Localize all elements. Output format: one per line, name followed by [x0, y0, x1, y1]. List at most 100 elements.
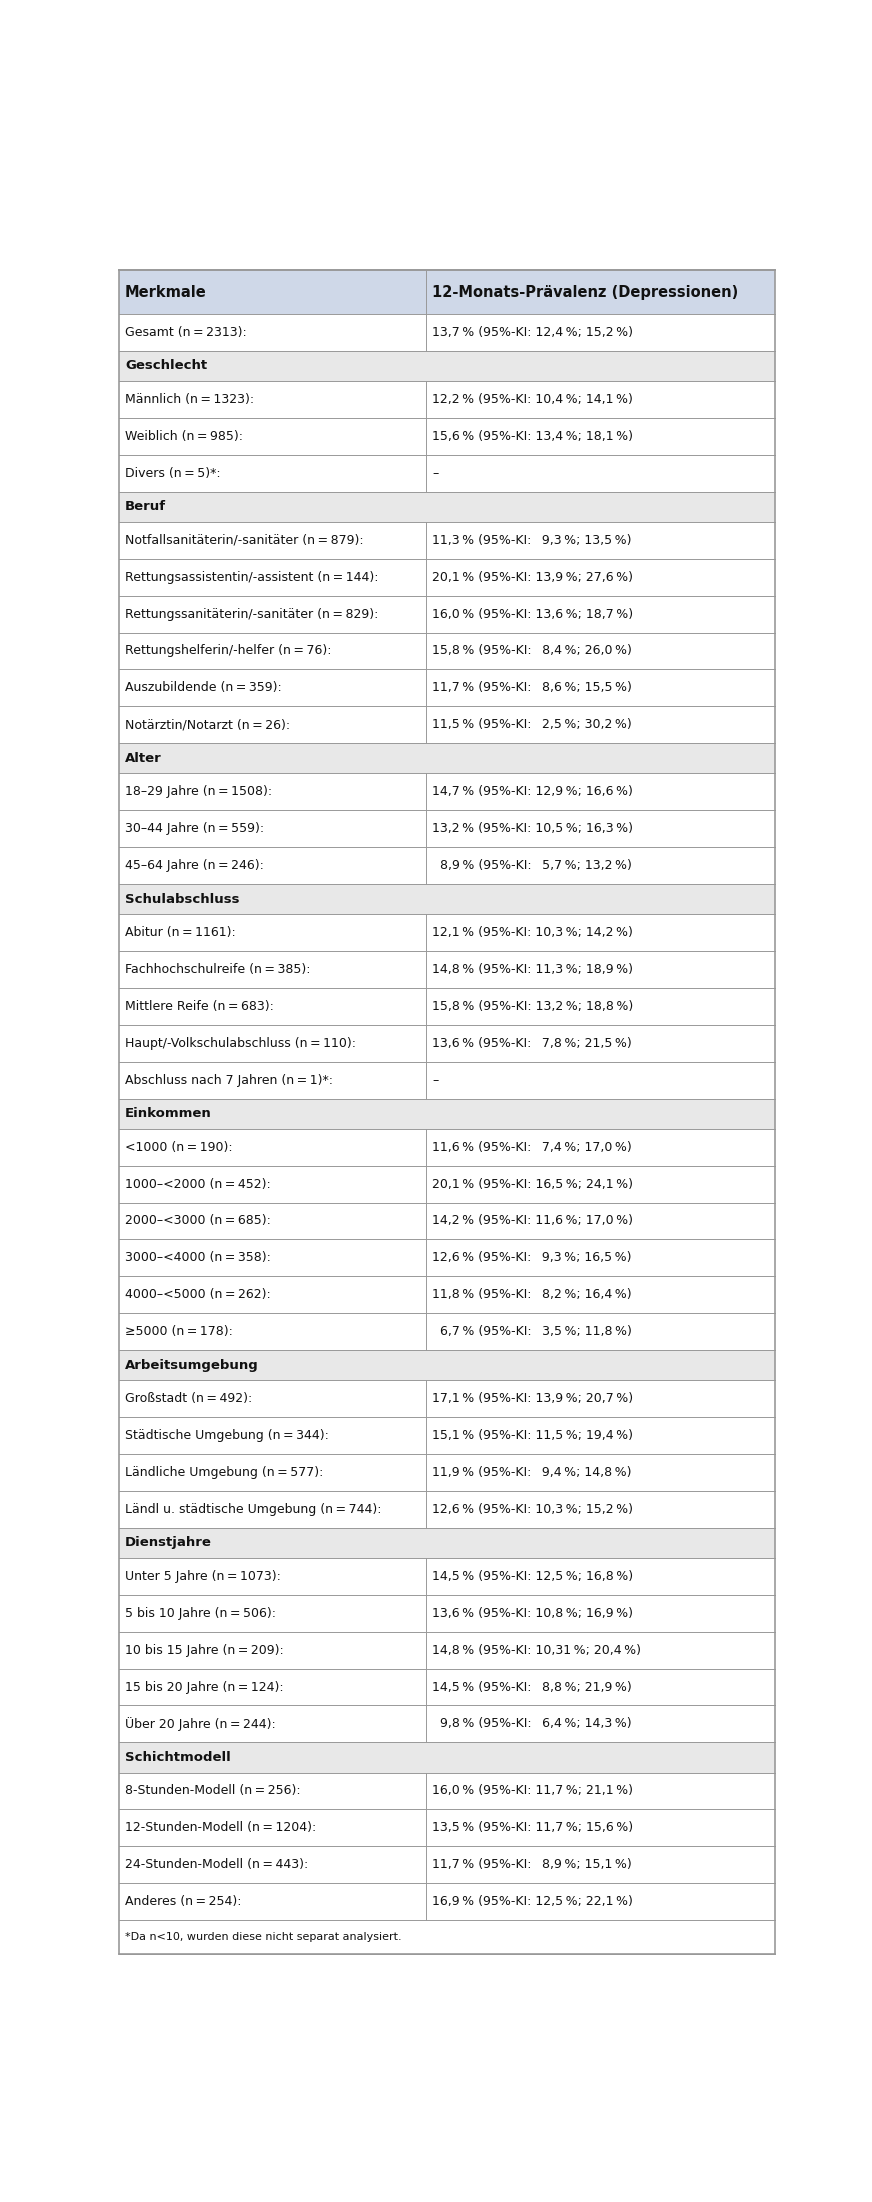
Bar — [119, 1418, 426, 1453]
Bar — [119, 597, 426, 632]
Bar — [426, 669, 775, 707]
Text: –: – — [432, 467, 439, 480]
Text: 15,8 % (95%-KI:   8,4 %; 26,0 %): 15,8 % (95%-KI: 8,4 %; 26,0 %) — [432, 645, 632, 658]
Text: 5 bis 10 Jahre (n = 506):: 5 bis 10 Jahre (n = 506): — [125, 1607, 276, 1621]
Bar — [426, 522, 775, 559]
Bar — [119, 1632, 426, 1669]
Bar — [426, 1061, 775, 1099]
Bar — [426, 1883, 775, 1920]
Text: Schichtmodell: Schichtmodell — [125, 1751, 231, 1764]
Text: 3000–<4000 (n = 358):: 3000–<4000 (n = 358): — [125, 1251, 271, 1264]
Bar — [119, 744, 426, 773]
Text: 45–64 Jahre (n = 246):: 45–64 Jahre (n = 246): — [125, 859, 264, 872]
Bar — [426, 773, 775, 810]
Bar — [426, 1418, 775, 1453]
Text: Rettungsassistentin/-assistent (n = 144):: Rettungsassistentin/-assistent (n = 144)… — [125, 570, 378, 584]
Text: Beruf: Beruf — [125, 500, 167, 513]
Bar — [119, 1277, 426, 1312]
Bar — [426, 1632, 775, 1669]
Bar — [426, 989, 775, 1024]
Text: 14,7 % (95%-KI: 12,9 %; 16,6 %): 14,7 % (95%-KI: 12,9 %; 16,6 %) — [432, 786, 633, 799]
Text: 18–29 Jahre (n = 1508):: 18–29 Jahre (n = 1508): — [125, 786, 272, 799]
Bar — [119, 1061, 426, 1099]
Bar — [426, 1528, 775, 1559]
Text: 12,6 % (95%-KI: 10,3 %; 15,2 %): 12,6 % (95%-KI: 10,3 %; 15,2 %) — [432, 1502, 633, 1515]
Text: 8,9 % (95%-KI:   5,7 %; 13,2 %): 8,9 % (95%-KI: 5,7 %; 13,2 %) — [432, 859, 632, 872]
Text: 12-Monats-Prävalenz (Depressionen): 12-Monats-Prävalenz (Depressionen) — [432, 284, 739, 299]
Text: 13,6 % (95%-KI:   7,8 %; 21,5 %): 13,6 % (95%-KI: 7,8 %; 21,5 %) — [432, 1037, 632, 1050]
Text: 11,7 % (95%-KI:   8,9 %; 15,1 %): 11,7 % (95%-KI: 8,9 %; 15,1 %) — [432, 1858, 632, 1872]
Text: 15 bis 20 Jahre (n = 124):: 15 bis 20 Jahre (n = 124): — [125, 1680, 283, 1693]
Bar — [119, 1559, 426, 1594]
Text: 15,6 % (95%-KI: 13,4 %; 18,1 %): 15,6 % (95%-KI: 13,4 %; 18,1 %) — [432, 429, 633, 443]
Bar — [119, 1202, 426, 1240]
Bar — [426, 810, 775, 848]
Bar — [119, 1024, 426, 1061]
Text: 20,1 % (95%-KI: 16,5 %; 24,1 %): 20,1 % (95%-KI: 16,5 %; 24,1 %) — [432, 1178, 633, 1191]
Bar — [119, 491, 426, 522]
Text: Schulabschluss: Schulabschluss — [125, 892, 240, 905]
Text: Merkmale: Merkmale — [125, 284, 207, 299]
Text: <1000 (n = 190):: <1000 (n = 190): — [125, 1141, 233, 1154]
Text: 11,5 % (95%-KI:   2,5 %; 30,2 %): 11,5 % (95%-KI: 2,5 %; 30,2 %) — [432, 718, 632, 731]
Bar — [119, 1707, 426, 1742]
Bar — [426, 597, 775, 632]
Text: 16,0 % (95%-KI: 13,6 %; 18,7 %): 16,0 % (95%-KI: 13,6 %; 18,7 %) — [432, 608, 633, 621]
Text: 4000–<5000 (n = 262):: 4000–<5000 (n = 262): — [125, 1288, 271, 1301]
Bar — [119, 381, 426, 418]
Text: 11,8 % (95%-KI:   8,2 %; 16,4 %): 11,8 % (95%-KI: 8,2 %; 16,4 %) — [432, 1288, 631, 1301]
Bar — [119, 669, 426, 707]
Bar — [119, 1920, 426, 1953]
Bar — [426, 848, 775, 883]
Text: 11,3 % (95%-KI:   9,3 %; 13,5 %): 11,3 % (95%-KI: 9,3 %; 13,5 %) — [432, 533, 631, 546]
Bar — [426, 1707, 775, 1742]
Text: *Da n<10, wurden diese nicht separat analysiert.: *Da n<10, wurden diese nicht separat ana… — [125, 1931, 402, 1942]
Bar — [426, 744, 775, 773]
Bar — [119, 1845, 426, 1883]
Bar — [426, 418, 775, 456]
Text: 30–44 Jahre (n = 559):: 30–44 Jahre (n = 559): — [125, 821, 264, 835]
Bar — [426, 1312, 775, 1350]
Text: Männlich (n = 1323):: Männlich (n = 1323): — [125, 392, 254, 405]
Text: Anderes (n = 254):: Anderes (n = 254): — [125, 1896, 242, 1909]
Text: Unter 5 Jahre (n = 1073):: Unter 5 Jahre (n = 1073): — [125, 1570, 281, 1583]
Bar — [119, 951, 426, 989]
Bar — [119, 559, 426, 597]
Text: 11,9 % (95%-KI:   9,4 %; 14,8 %): 11,9 % (95%-KI: 9,4 %; 14,8 %) — [432, 1467, 631, 1480]
Text: Arbeitsumgebung: Arbeitsumgebung — [125, 1359, 259, 1372]
Bar — [426, 1165, 775, 1202]
Bar — [426, 456, 775, 491]
Text: 6,7 % (95%-KI:   3,5 %; 11,8 %): 6,7 % (95%-KI: 3,5 %; 11,8 %) — [432, 1326, 632, 1339]
Bar — [119, 1594, 426, 1632]
Bar — [426, 951, 775, 989]
Text: Alter: Alter — [125, 751, 162, 764]
Bar — [119, 989, 426, 1024]
Text: Großstadt (n = 492):: Großstadt (n = 492): — [125, 1392, 252, 1405]
Bar — [119, 1883, 426, 1920]
Text: 14,5 % (95%-KI:   8,8 %; 21,9 %): 14,5 % (95%-KI: 8,8 %; 21,9 %) — [432, 1680, 632, 1693]
Bar — [426, 1773, 775, 1810]
Text: Abitur (n = 1161):: Abitur (n = 1161): — [125, 927, 235, 938]
Bar — [426, 1130, 775, 1165]
Bar — [426, 1277, 775, 1312]
Bar — [119, 1453, 426, 1491]
Bar — [426, 1381, 775, 1418]
Text: 13,5 % (95%-KI: 11,7 %; 15,6 %): 13,5 % (95%-KI: 11,7 %; 15,6 %) — [432, 1821, 633, 1834]
Text: 11,6 % (95%-KI:   7,4 %; 17,0 %): 11,6 % (95%-KI: 7,4 %; 17,0 %) — [432, 1141, 632, 1154]
Text: Notärztin/Notarzt (n = 26):: Notärztin/Notarzt (n = 26): — [125, 718, 290, 731]
Bar — [119, 1491, 426, 1528]
Bar — [119, 1312, 426, 1350]
Bar — [119, 810, 426, 848]
Text: Weiblich (n = 985):: Weiblich (n = 985): — [125, 429, 243, 443]
Text: Divers (n = 5)*:: Divers (n = 5)*: — [125, 467, 221, 480]
Bar — [426, 1559, 775, 1594]
Bar — [426, 883, 775, 914]
Text: Gesamt (n = 2313):: Gesamt (n = 2313): — [125, 326, 247, 339]
Bar — [119, 1773, 426, 1810]
Bar — [426, 271, 775, 315]
Text: 12,6 % (95%-KI:   9,3 %; 16,5 %): 12,6 % (95%-KI: 9,3 %; 16,5 %) — [432, 1251, 631, 1264]
Bar — [119, 418, 426, 456]
Bar — [426, 1742, 775, 1773]
Text: –: – — [432, 1075, 439, 1086]
Bar — [119, 271, 426, 315]
